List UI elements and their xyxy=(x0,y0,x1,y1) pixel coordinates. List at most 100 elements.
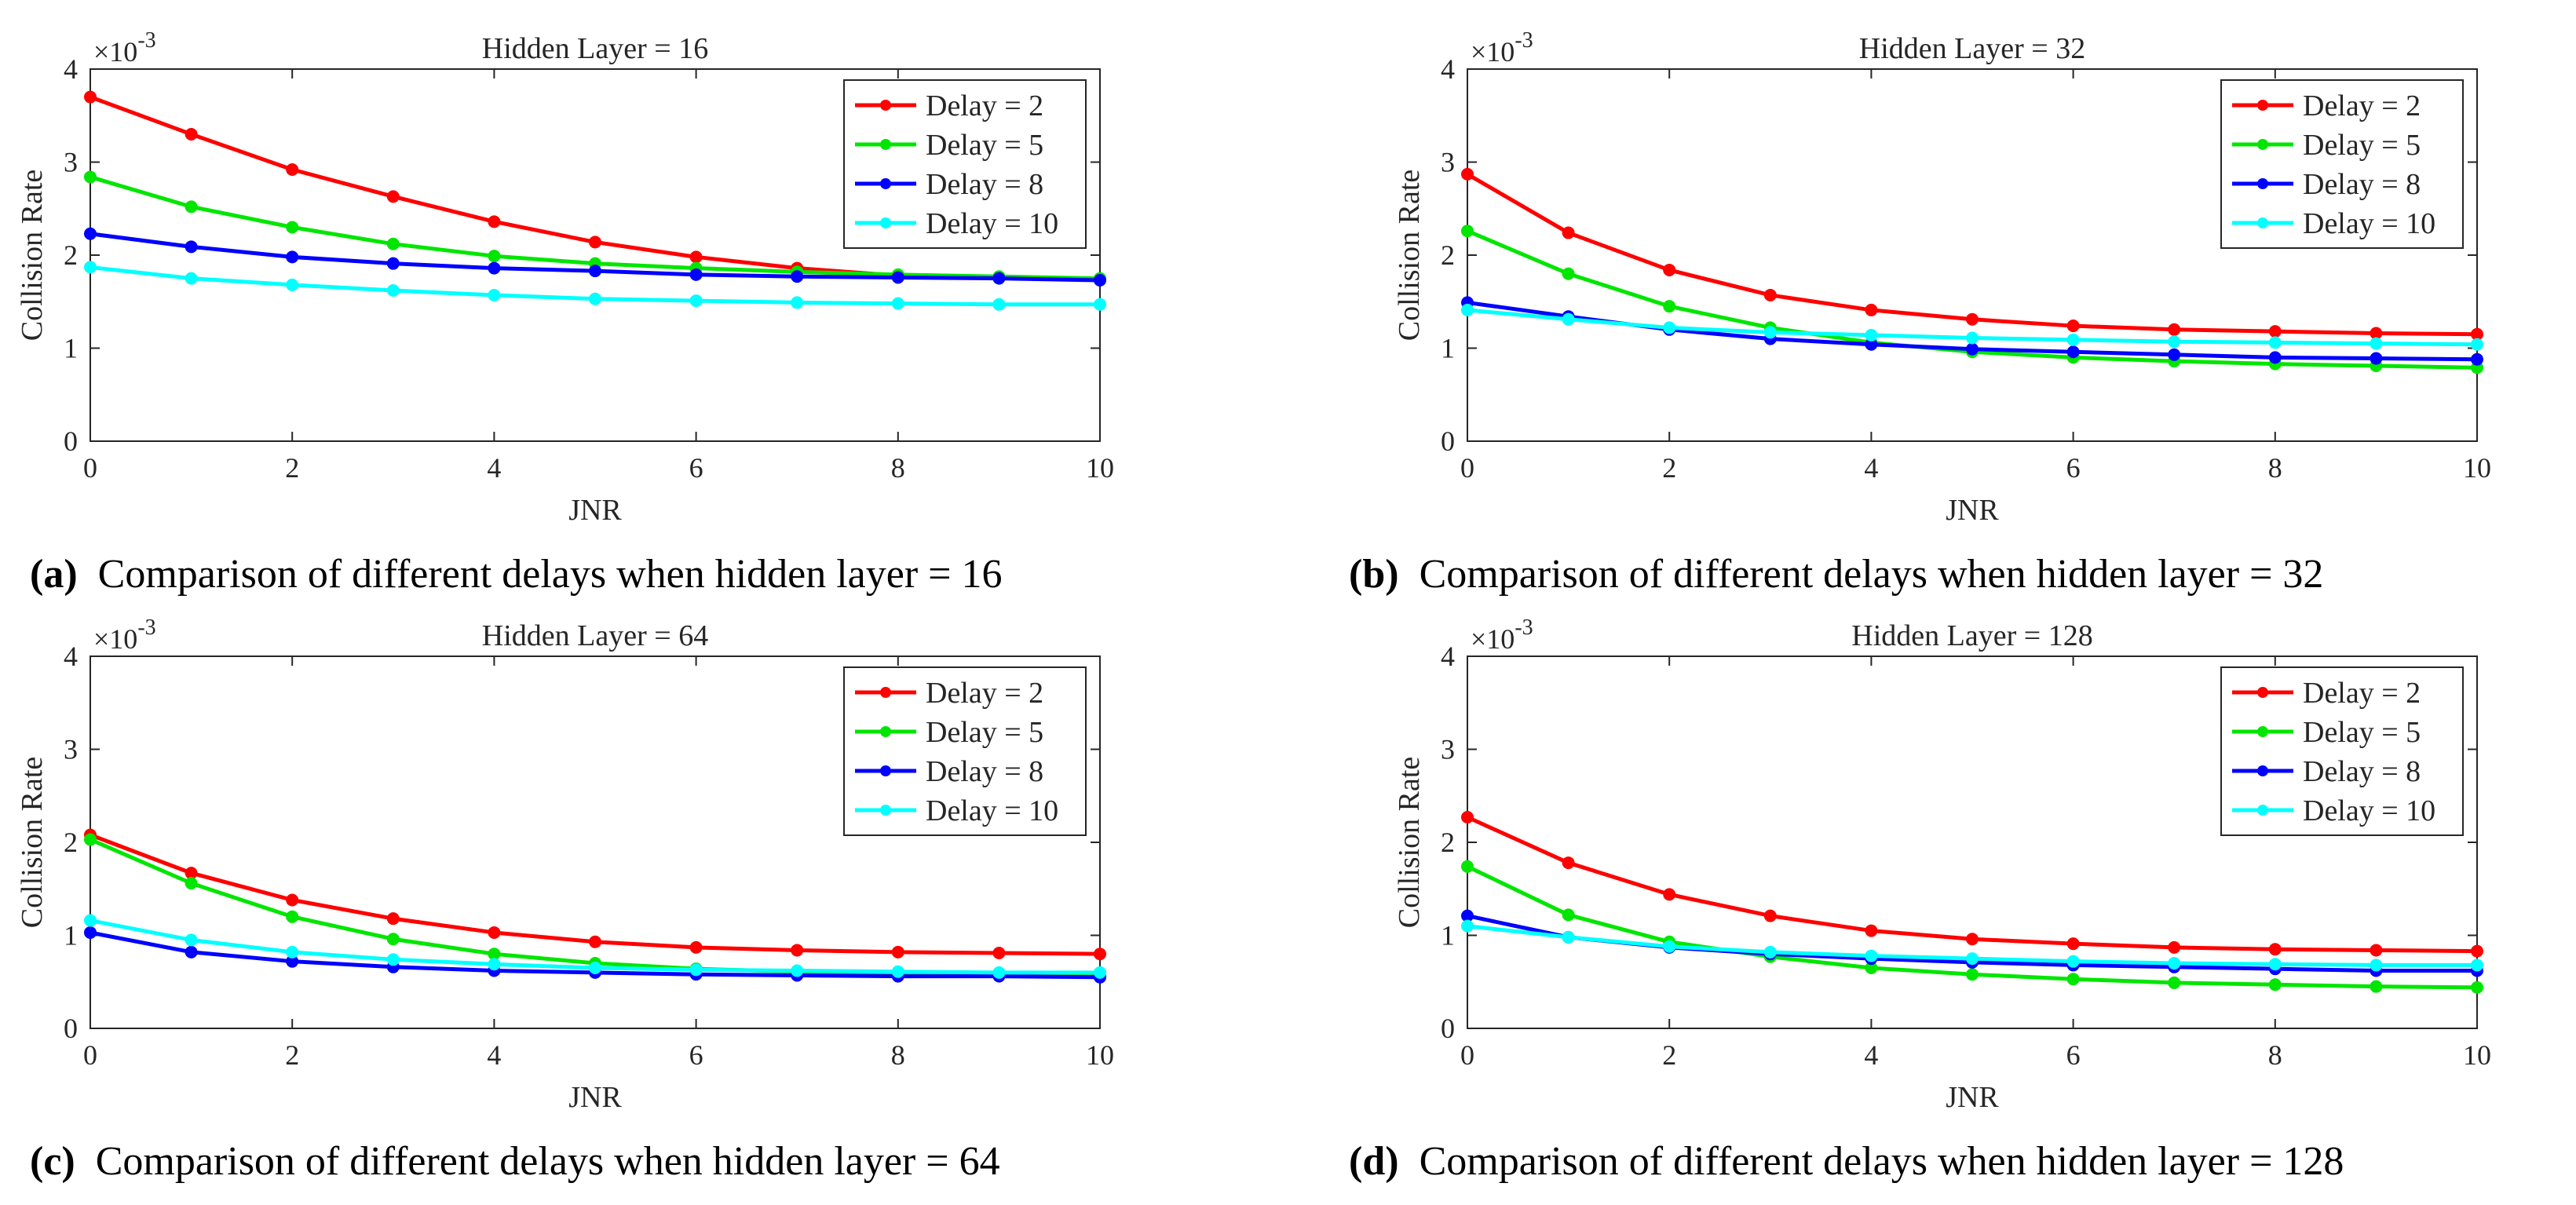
y-tick-label: 3 xyxy=(1441,147,1455,178)
series-4 xyxy=(1461,919,2483,972)
subfigure-caption-text: Comparison of different delays when hidd… xyxy=(98,552,1003,597)
chart-title: Hidden Layer = 64 xyxy=(482,619,708,652)
data-point xyxy=(2168,348,2181,361)
data-point xyxy=(286,250,299,264)
y-axis-label: Collision Rate xyxy=(16,170,49,341)
x-axis-label: JNR xyxy=(1946,494,1999,527)
subfigure-caption-text: Comparison of different delays when hidd… xyxy=(1420,1139,2344,1184)
legend: Delay = 2 Delay = 5 Delay = 8 Delay = 10 xyxy=(2220,666,2464,836)
x-tick-label: 6 xyxy=(2066,1039,2081,1071)
series-1 xyxy=(1461,811,2483,958)
data-point xyxy=(791,296,804,309)
y-tick-label: 0 xyxy=(64,425,78,457)
y-exponent-base: ×10 xyxy=(1471,623,1515,655)
data-point xyxy=(2066,320,2080,333)
data-point xyxy=(891,945,904,959)
data-point xyxy=(1763,945,1777,959)
data-point xyxy=(185,127,198,141)
legend-label: Delay = 5 xyxy=(926,129,1043,162)
chart-title: Hidden Layer = 16 xyxy=(482,32,708,65)
legend-item: Delay = 8 xyxy=(2232,168,2421,201)
legend-item: Delay = 8 xyxy=(855,755,1043,788)
caption-spacer xyxy=(1399,1139,1420,1184)
y-exponent-power: -3 xyxy=(1515,28,1533,53)
data-point xyxy=(1663,321,1676,334)
series-3 xyxy=(84,227,1106,287)
data-point xyxy=(891,965,904,978)
x-tick-label: 8 xyxy=(2268,1039,2282,1071)
data-point xyxy=(2268,351,2282,364)
data-point xyxy=(1966,952,1979,966)
data-point xyxy=(1461,811,1474,824)
x-tick-label: 0 xyxy=(1460,1039,1474,1071)
data-point xyxy=(589,292,601,305)
data-point xyxy=(1865,303,1878,316)
legend-swatch-marker xyxy=(2257,687,2268,698)
legend-swatch-marker xyxy=(2257,100,2268,111)
legend-item: Delay = 2 xyxy=(2232,89,2421,122)
data-point xyxy=(689,940,703,954)
legend-swatch-marker xyxy=(880,805,891,816)
x-tick-label: 6 xyxy=(689,1039,703,1071)
series-1 xyxy=(84,828,1106,961)
data-point xyxy=(992,966,1006,979)
data-point xyxy=(1461,225,1474,238)
data-point xyxy=(2370,327,2383,340)
y-axis-label: Collision Rate xyxy=(1393,757,1426,929)
y-tick-label: 4 xyxy=(64,641,78,672)
data-point xyxy=(1663,940,1676,953)
y-axis-label: Collision Rate xyxy=(1393,170,1426,341)
data-point xyxy=(185,945,198,959)
data-point xyxy=(386,237,400,250)
data-point xyxy=(1966,968,1979,981)
legend-label: Delay = 2 xyxy=(926,677,1043,710)
data-point xyxy=(2471,959,2483,972)
data-point xyxy=(1966,331,1979,345)
data-point xyxy=(2370,944,2383,957)
data-point xyxy=(286,910,299,923)
x-tick-label: 4 xyxy=(487,1039,501,1071)
legend-item: Delay = 2 xyxy=(855,677,1043,710)
data-point xyxy=(286,162,299,176)
y-tick-label: 4 xyxy=(1441,641,1455,672)
legend: Delay = 2 Delay = 5 Delay = 8 Delay = 10 xyxy=(2220,79,2464,249)
data-point xyxy=(286,221,299,234)
data-point xyxy=(589,935,601,948)
legend-label: Delay = 8 xyxy=(926,755,1043,788)
data-point xyxy=(1865,949,1878,962)
data-point xyxy=(1461,919,1474,933)
data-point xyxy=(386,933,400,946)
data-point xyxy=(1094,273,1106,287)
y-tick-label: 0 xyxy=(1441,1013,1455,1044)
data-point xyxy=(488,288,501,301)
chart-title: Hidden Layer = 32 xyxy=(1859,32,2085,65)
data-point xyxy=(589,265,601,278)
data-point xyxy=(689,963,703,977)
data-point xyxy=(2066,973,2080,986)
legend-item: Delay = 8 xyxy=(2232,755,2421,788)
y-exponent-base: ×10 xyxy=(1471,36,1515,68)
data-point xyxy=(1562,930,1575,944)
data-point xyxy=(689,294,703,308)
legend-swatch-marker xyxy=(2257,178,2268,189)
x-tick-label: 2 xyxy=(285,1039,299,1071)
data-point xyxy=(2268,978,2282,991)
legend-item: Delay = 10 xyxy=(855,207,1058,240)
y-tick-label: 4 xyxy=(1441,53,1455,85)
legend-item: Delay = 10 xyxy=(2232,794,2435,827)
data-point xyxy=(1966,933,1979,946)
y-exponent-power: -3 xyxy=(137,615,155,640)
legend-swatch-marker xyxy=(880,765,891,776)
y-tick-label: 2 xyxy=(1441,827,1455,858)
data-point xyxy=(185,877,198,890)
x-tick-label: 2 xyxy=(1662,1039,1676,1071)
data-point xyxy=(1763,909,1777,922)
data-point xyxy=(185,200,198,214)
chart-panel-b: 0 2 4 6 8 10 0 1 2 3 4 ×10-3 Hidden Layer = 32 JNR Col… xyxy=(1349,28,2491,597)
data-point xyxy=(185,867,198,880)
x-axis-label: JNR xyxy=(1946,1081,1999,1114)
data-point xyxy=(2268,943,2282,956)
series-4 xyxy=(84,261,1106,311)
data-point xyxy=(1461,167,1474,181)
data-point xyxy=(791,944,804,957)
